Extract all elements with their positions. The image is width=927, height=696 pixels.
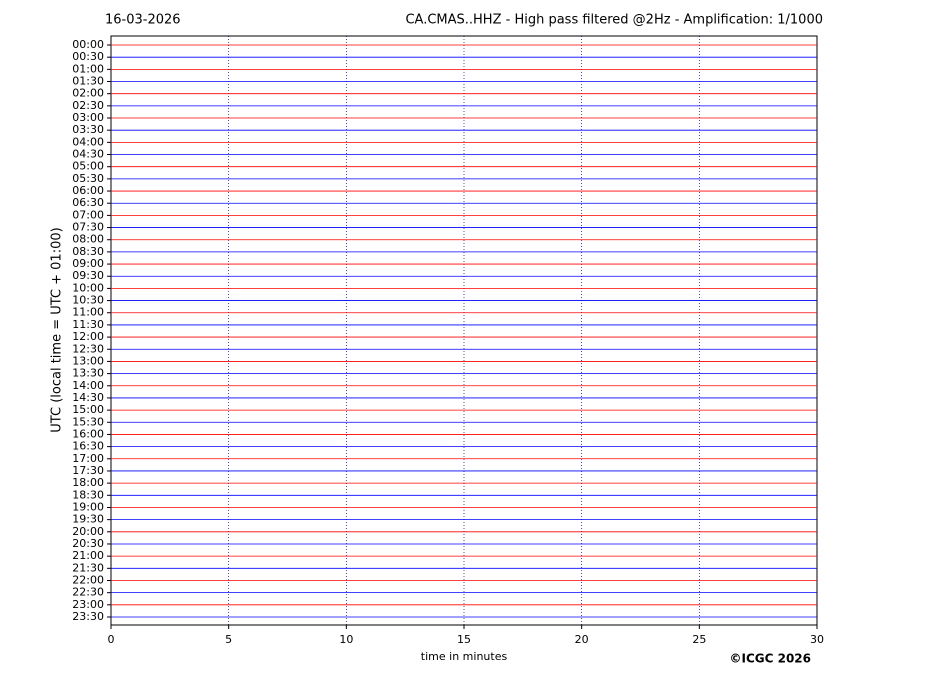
- y-tick-label: 12:30: [72, 342, 104, 355]
- y-tick-label: 07:00: [72, 208, 104, 221]
- y-tick-label: 10:00: [72, 281, 104, 294]
- y-tick-label: 17:00: [72, 452, 104, 465]
- x-axis-label: time in minutes: [421, 650, 508, 663]
- y-tick-label: 01:00: [72, 62, 104, 75]
- y-tick-label: 06:30: [72, 196, 104, 209]
- x-tick-label: 30: [810, 633, 824, 646]
- y-tick-label: 04:00: [72, 135, 104, 148]
- y-tick-label: 15:30: [72, 415, 104, 428]
- y-tick-label: 13:30: [72, 367, 104, 380]
- chart-date: 16-03-2026: [105, 13, 181, 28]
- y-tick-label: 19:00: [72, 500, 104, 513]
- y-tick-label: 02:00: [72, 87, 104, 100]
- y-tick-label: 17:30: [72, 464, 104, 477]
- y-tick-label: 21:00: [72, 549, 104, 562]
- y-tick-label: 00:30: [72, 50, 104, 63]
- x-tick-label: 10: [339, 633, 353, 646]
- y-tick-label: 21:30: [72, 561, 104, 574]
- y-tick-label: 14:30: [72, 391, 104, 404]
- x-tick-label: 20: [575, 633, 589, 646]
- y-tick-label: 09:00: [72, 257, 104, 270]
- y-tick-label: 12:00: [72, 330, 104, 343]
- x-tick-label: 15: [457, 633, 471, 646]
- chart-title: CA.CMAS..HHZ - High pass filtered @2Hz -…: [405, 13, 823, 28]
- y-tick-label: 11:00: [72, 306, 104, 319]
- y-tick-label: 07:30: [72, 221, 104, 234]
- y-tick-label: 18:00: [72, 476, 104, 489]
- y-tick-label: 13:00: [72, 354, 104, 367]
- y-tick-label: 16:00: [72, 427, 104, 440]
- y-tick-label: 06:00: [72, 184, 104, 197]
- y-tick-label: 03:30: [72, 123, 104, 136]
- y-tick-label: 04:30: [72, 148, 104, 161]
- y-tick-label: 08:00: [72, 233, 104, 246]
- y-tick-label: 10:30: [72, 294, 104, 307]
- y-tick-label: 16:30: [72, 440, 104, 453]
- y-tick-label: 14:00: [72, 379, 104, 392]
- y-tick-label: 22:30: [72, 586, 104, 599]
- y-tick-label: 18:30: [72, 488, 104, 501]
- x-tick-label: 0: [108, 633, 115, 646]
- y-tick-label: 20:00: [72, 525, 104, 538]
- y-axis-label: UTC (local time = UTC + 01:00): [50, 227, 65, 432]
- y-tick-label: 08:30: [72, 245, 104, 258]
- y-tick-label: 05:00: [72, 160, 104, 173]
- y-tick-label: 20:30: [72, 537, 104, 550]
- y-tick-label: 19:30: [72, 513, 104, 526]
- y-tick-label: 23:30: [72, 610, 104, 623]
- x-tick-label: 25: [692, 633, 706, 646]
- y-tick-label: 15:00: [72, 403, 104, 416]
- y-tick-label: 00:00: [72, 38, 104, 51]
- y-tick-label: 23:00: [72, 598, 104, 611]
- y-tick-label: 22:00: [72, 573, 104, 586]
- y-tick-label: 02:30: [72, 99, 104, 112]
- y-tick-label: 09:30: [72, 269, 104, 282]
- y-tick-label: 11:30: [72, 318, 104, 331]
- y-tick-label: 05:30: [72, 172, 104, 185]
- x-tick-label: 5: [225, 633, 232, 646]
- y-tick-label: 01:30: [72, 75, 104, 88]
- y-tick-label: 03:00: [72, 111, 104, 124]
- credit: ©ICGC 2026: [729, 652, 811, 666]
